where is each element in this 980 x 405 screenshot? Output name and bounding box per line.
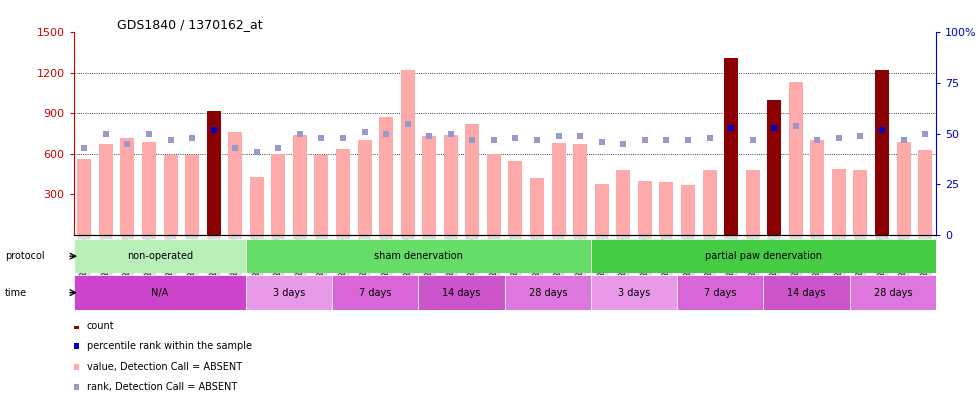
Bar	[763, 275, 850, 310]
Bar	[487, 154, 501, 235]
Text: 7 days: 7 days	[359, 288, 392, 298]
Bar	[142, 142, 156, 235]
Bar	[74, 275, 246, 310]
Bar	[854, 170, 867, 235]
Bar	[207, 111, 220, 235]
Bar	[185, 155, 199, 235]
Bar	[505, 275, 591, 310]
Text: non-operated: non-operated	[126, 251, 193, 261]
Bar	[99, 145, 113, 235]
Bar	[677, 275, 763, 310]
Text: sham denervation: sham denervation	[374, 251, 463, 261]
Bar	[591, 275, 677, 310]
Text: 3 days: 3 days	[618, 288, 650, 298]
Bar	[638, 181, 652, 235]
Text: 3 days: 3 days	[273, 288, 305, 298]
Bar	[74, 239, 246, 273]
Bar	[77, 159, 91, 235]
Bar	[552, 143, 565, 235]
Text: partial paw denervation: partial paw denervation	[705, 251, 822, 261]
Bar	[530, 178, 544, 235]
Bar	[418, 275, 505, 310]
Bar	[875, 70, 889, 235]
Bar	[315, 155, 328, 235]
Bar	[509, 161, 522, 235]
Bar	[897, 142, 910, 235]
Bar	[293, 135, 307, 235]
Bar	[918, 150, 932, 235]
Bar	[724, 58, 738, 235]
Bar	[246, 275, 332, 310]
Text: GDS1840 / 1370162_at: GDS1840 / 1370162_at	[117, 18, 263, 31]
Bar	[228, 132, 242, 235]
Bar	[358, 141, 371, 235]
Text: 28 days: 28 days	[528, 288, 567, 298]
Bar	[660, 182, 673, 235]
Bar	[422, 136, 436, 235]
Bar	[616, 170, 630, 235]
Bar	[681, 185, 695, 235]
Bar	[591, 239, 936, 273]
Bar	[271, 154, 285, 235]
Bar	[573, 145, 587, 235]
Bar	[703, 170, 716, 235]
Text: percentile rank within the sample: percentile rank within the sample	[86, 341, 252, 352]
Text: count: count	[86, 321, 115, 331]
Bar	[832, 169, 846, 235]
Text: rank, Detection Call = ABSENT: rank, Detection Call = ABSENT	[86, 382, 237, 392]
Text: value, Detection Call = ABSENT: value, Detection Call = ABSENT	[86, 362, 242, 372]
Text: 28 days: 28 days	[873, 288, 912, 298]
Text: protocol: protocol	[5, 251, 44, 261]
Text: N/A: N/A	[151, 288, 169, 298]
Text: time: time	[5, 288, 27, 298]
Bar	[595, 183, 609, 235]
Text: 14 days: 14 days	[787, 288, 826, 298]
Bar	[444, 135, 458, 235]
Bar	[466, 124, 479, 235]
Text: 7 days: 7 days	[704, 288, 737, 298]
Bar	[121, 138, 134, 235]
Bar	[379, 117, 393, 235]
Bar	[746, 170, 760, 235]
Bar	[246, 239, 591, 273]
Bar	[810, 141, 824, 235]
Bar	[332, 275, 418, 310]
Bar	[767, 100, 781, 235]
Bar	[789, 82, 803, 235]
Bar	[401, 70, 415, 235]
Bar	[336, 149, 350, 235]
Text: 14 days: 14 days	[442, 288, 481, 298]
Bar	[850, 275, 936, 310]
Bar	[164, 155, 177, 235]
Bar	[250, 177, 264, 235]
